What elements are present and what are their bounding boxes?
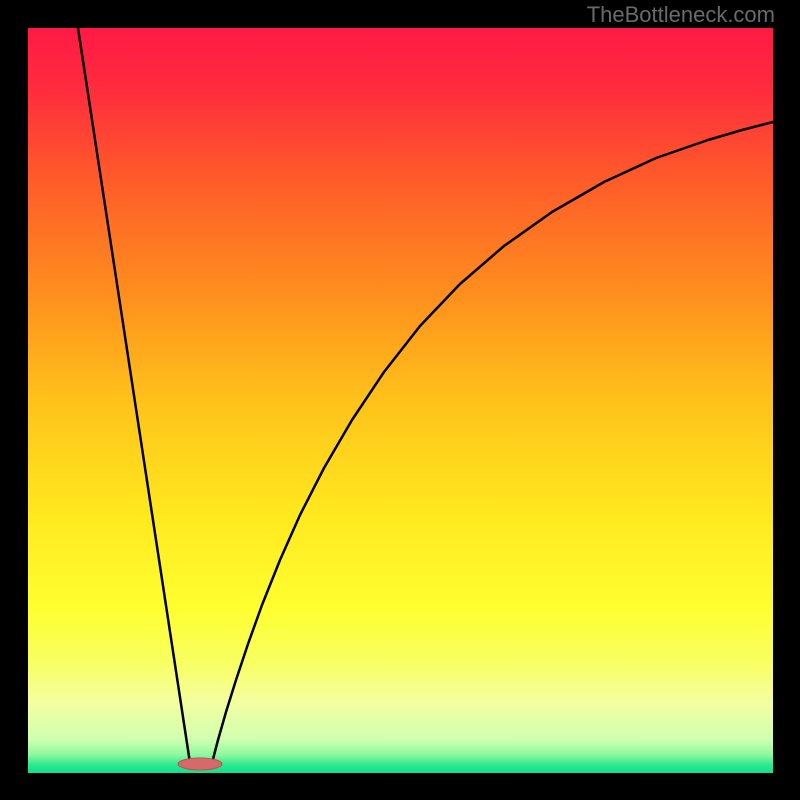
chart-svg: TheBottleneck.com	[0, 0, 800, 800]
watermark-text: TheBottleneck.com	[587, 2, 775, 27]
plot-area	[28, 28, 773, 773]
bottleneck-marker	[178, 758, 222, 770]
chart-container: TheBottleneck.com	[0, 0, 800, 800]
